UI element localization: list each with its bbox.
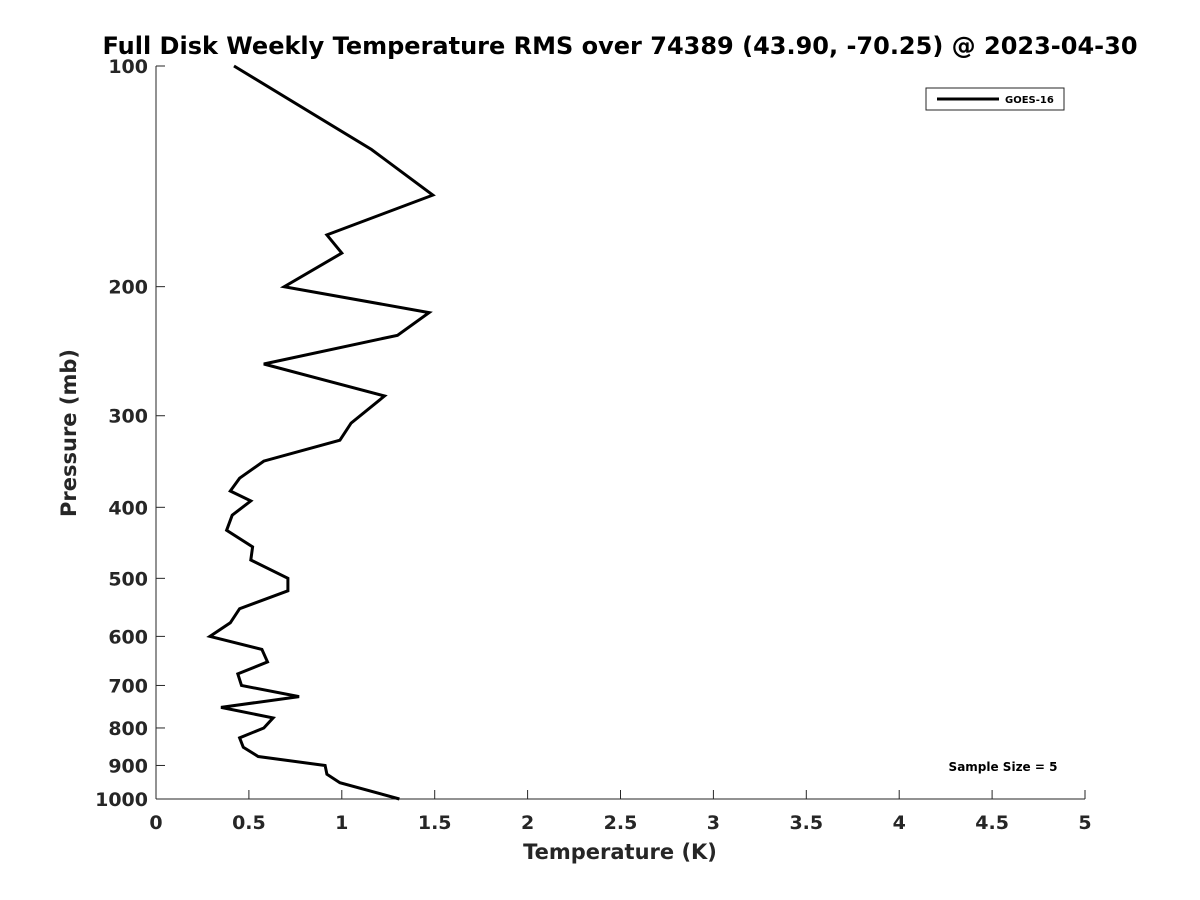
x-tick-label: 3 bbox=[707, 812, 720, 834]
x-tick-label: 3.5 bbox=[789, 812, 823, 834]
x-tick-label: 5 bbox=[1078, 812, 1091, 834]
axes: 0 0.5 1 1.5 2 2.5 3 3.5 4 4.5 5 100 200 300 400 500 600 7… bbox=[95, 56, 1092, 834]
legend-label-goes-16: GOES-16 bbox=[1005, 95, 1054, 106]
y-tick-label: 100 bbox=[108, 56, 148, 78]
x-tick-label: 0.5 bbox=[232, 812, 266, 834]
y-tick-label: 300 bbox=[108, 406, 148, 428]
y-tick-label: 400 bbox=[108, 497, 148, 519]
y-tick-label: 700 bbox=[108, 675, 148, 697]
y-tick-label: 900 bbox=[108, 755, 148, 777]
sample-size-annotation: Sample Size = 5 bbox=[949, 760, 1058, 774]
x-tick-label: 1.5 bbox=[418, 812, 452, 834]
y-tick-label: 200 bbox=[108, 277, 148, 299]
y-tick-label: 800 bbox=[108, 718, 148, 740]
x-axis-label: Temperature (K) bbox=[523, 840, 717, 864]
x-tick-label: 0 bbox=[149, 812, 162, 834]
y-tick-label: 500 bbox=[108, 568, 148, 590]
y-tick-label: 1000 bbox=[95, 789, 148, 811]
chart-title: Full Disk Weekly Temperature RMS over 74… bbox=[102, 32, 1137, 60]
series-layer bbox=[206, 64, 436, 801]
x-tick-label: 1 bbox=[335, 812, 348, 834]
series-line-goes-16 bbox=[206, 64, 436, 801]
legend: GOES-16 bbox=[925, 87, 1065, 111]
x-tick-label: 2 bbox=[521, 812, 534, 834]
y-axis-label: Pressure (mb) bbox=[57, 349, 81, 517]
x-tick-label: 4.5 bbox=[975, 812, 1009, 834]
x-tick-label: 4 bbox=[893, 812, 906, 834]
x-tick-label: 2.5 bbox=[604, 812, 638, 834]
y-tick-label: 600 bbox=[108, 626, 148, 648]
